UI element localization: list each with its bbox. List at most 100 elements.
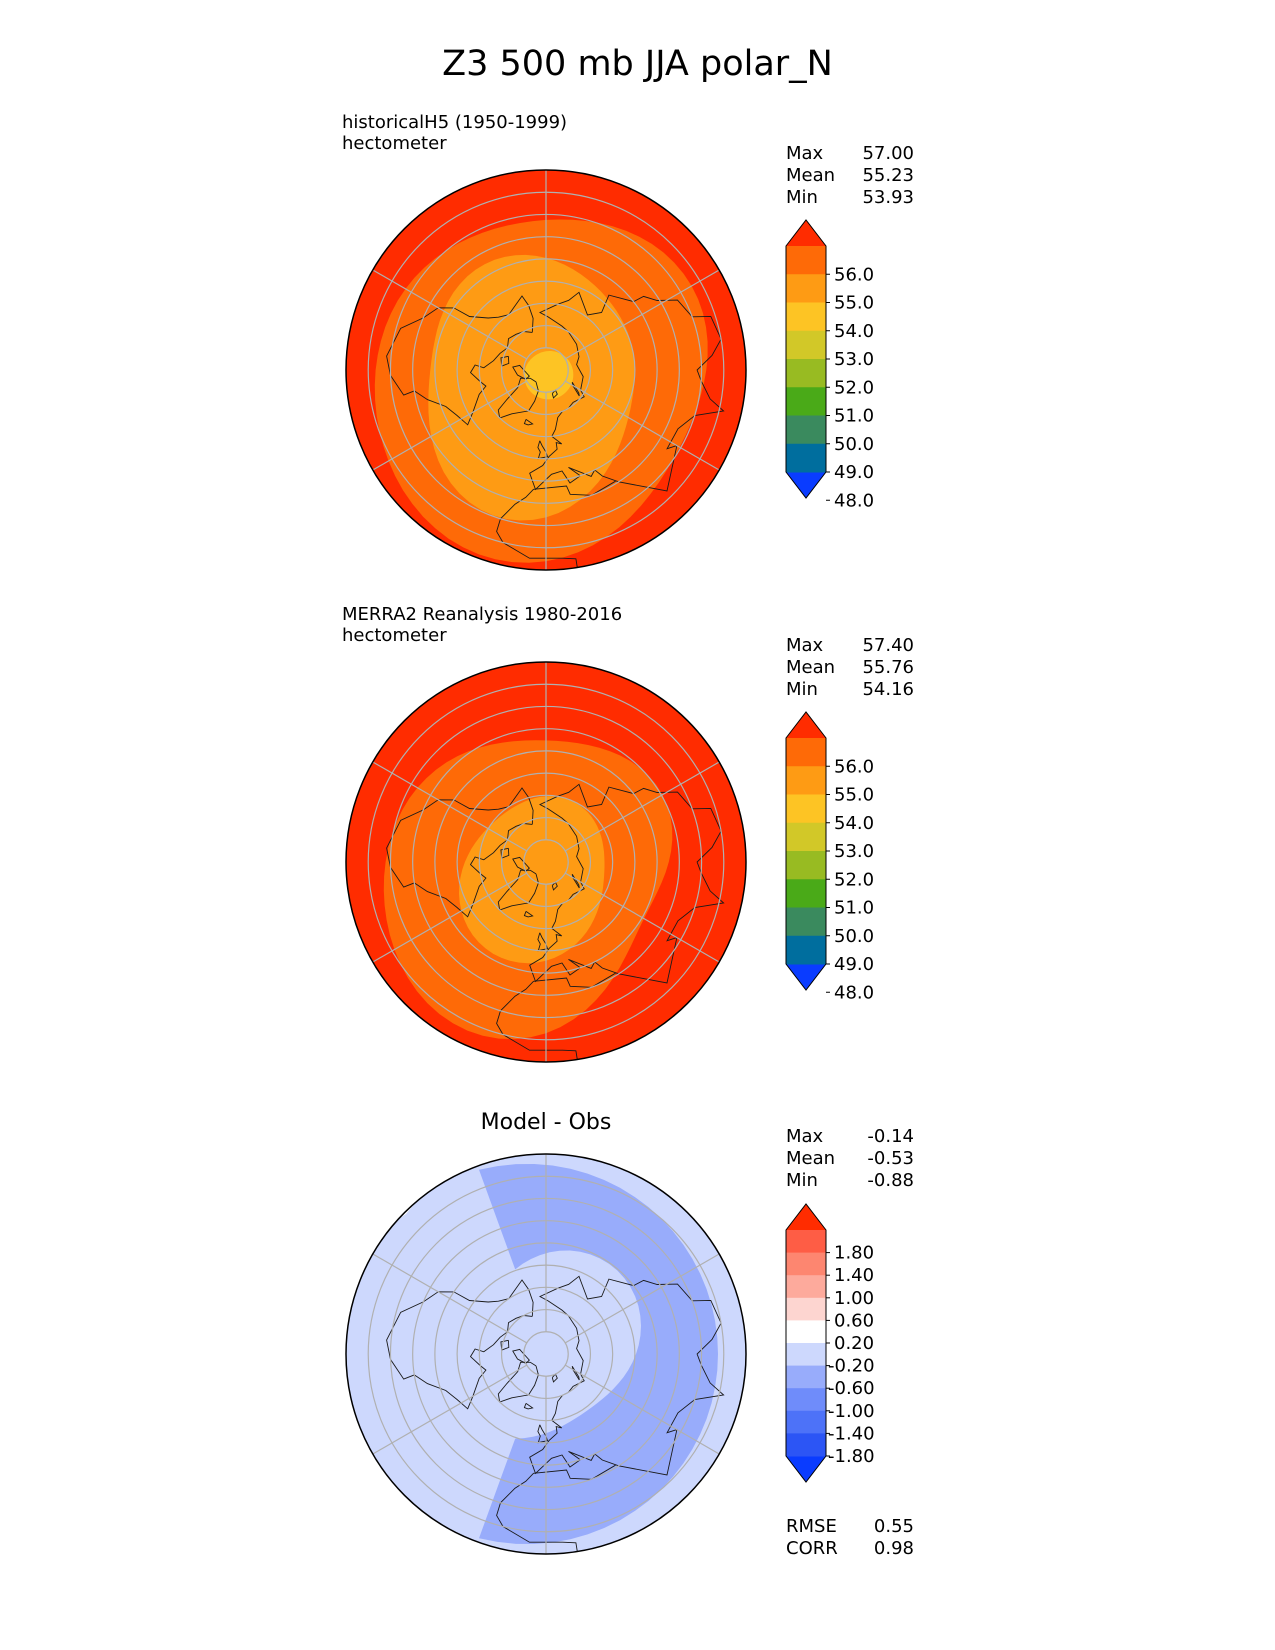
- longitude-gridline: [564, 380, 720, 471]
- coastline: [537, 440, 549, 460]
- coastline: [551, 389, 558, 399]
- colorbar-block: [786, 1230, 826, 1254]
- colorbar-tick-label: -1.00: [828, 1401, 875, 1422]
- colorbar-tick-label: -0.60: [828, 1378, 875, 1399]
- colorbar-tick-label: -0.20: [828, 1356, 875, 1377]
- colorbar-tick-label: 0.20: [834, 1333, 874, 1354]
- figure-title: Z3 500 mb JJA polar_N: [442, 44, 833, 84]
- stat-name: Mean: [786, 165, 836, 186]
- coastline: [571, 1365, 580, 1381]
- coastline: [523, 419, 534, 426]
- longitude-gridline: [372, 761, 528, 852]
- colorbar-tick-label: 52.0: [834, 869, 874, 890]
- map-boundary: [345, 169, 747, 571]
- stat-name: Max: [786, 635, 824, 656]
- panel3-title: Model - Obs: [480, 1110, 612, 1135]
- colorbar-obs: 56.0 55.0 54.0 53.0 52.0 51.0 50.0 49.0 48.0: [785, 711, 874, 1003]
- stat-value: 55.23: [862, 165, 914, 186]
- coastline: [386, 787, 534, 918]
- colorbar-extend-top: [786, 1204, 826, 1230]
- metric-name: CORR: [786, 1538, 838, 1559]
- longitude-gridline: [372, 872, 528, 963]
- panel3-metrics: RMSE 0.55 CORR 0.98: [786, 1516, 914, 1560]
- coastline: [571, 873, 580, 889]
- colorbar-block: [786, 1320, 826, 1344]
- colorbar-tick-label: -1.40: [828, 1423, 875, 1444]
- colorbar-tick-label: 52.0: [834, 377, 874, 398]
- colorbar-block: [786, 851, 826, 880]
- colorbar-block: [786, 935, 826, 965]
- panel2-title-text: MERRA2 Reanalysis 1980-2016: [342, 604, 623, 625]
- colorbar-tick-label: 54.0: [834, 813, 874, 834]
- colorbar-extend-top: [786, 220, 826, 246]
- map-boundary: [345, 1153, 747, 1555]
- colorbar-extend-bottom: [786, 472, 826, 498]
- colorbar-tick-label: -1.80: [828, 1446, 875, 1467]
- stat-name: Min: [786, 679, 818, 700]
- colorbar-block: [786, 738, 826, 767]
- colorbar-tick-label: 48.0: [834, 490, 874, 511]
- colorbar-tick-label: 54.0: [834, 321, 874, 342]
- coastline: [497, 1361, 539, 1403]
- panel1-label: historicalH5 (1950-1999) hectometer: [342, 112, 567, 154]
- longitude-gridline: [564, 269, 720, 360]
- panel1-title-text: historicalH5 (1950-1999): [342, 112, 568, 133]
- map-diff: [345, 1153, 747, 1555]
- coastline: [533, 1464, 616, 1480]
- coastline: [537, 932, 549, 952]
- colorbar-block: [786, 1433, 826, 1457]
- stat-value: 57.00: [862, 143, 914, 164]
- map-obs: [345, 661, 747, 1063]
- colorbar-tick-label: 1.40: [834, 1265, 874, 1286]
- colorbar-tick-label: 56.0: [834, 264, 874, 285]
- stat-value: -0.14: [867, 1126, 914, 1147]
- colorbar-extend-top: [786, 712, 826, 738]
- coastline: [551, 1373, 558, 1383]
- colorbar-block: [786, 1275, 826, 1299]
- latitude-gridline: [523, 1331, 569, 1377]
- coastline: [529, 291, 725, 492]
- coastline: [529, 783, 725, 984]
- colorbar-block: [786, 879, 826, 908]
- coastline: [551, 881, 558, 891]
- colorbar-block: [786, 1343, 826, 1367]
- map-boundary: [345, 661, 747, 1063]
- coastline: [386, 1279, 534, 1410]
- colorbar-tick-label: 56.0: [834, 756, 874, 777]
- colorbar-diff: 1.801.401.000.600.20-0.20-0.60-1.00-1.40…: [785, 1203, 875, 1483]
- stat-name: Max: [786, 143, 824, 164]
- colorbar-block: [786, 415, 826, 445]
- colorbar-block: [786, 246, 826, 275]
- colorbar-block: [786, 1388, 826, 1412]
- longitude-gridline: [564, 872, 720, 963]
- colorbar-tick-label: 51.0: [834, 406, 874, 427]
- panel2-stats: Max 57.40 Mean 55.76 Min 54.16: [786, 635, 914, 701]
- panel3-stats: Max -0.14 Mean -0.53 Min -0.88: [786, 1126, 914, 1192]
- stat-name: Max: [786, 1126, 824, 1147]
- colorbar-tick-label: 53.0: [834, 349, 874, 370]
- metric-value: 0.98: [873, 1538, 914, 1559]
- stat-value: 54.16: [862, 679, 914, 700]
- longitude-gridline: [564, 1253, 720, 1344]
- stat-value: 53.93: [862, 187, 914, 208]
- coastline: [529, 1275, 725, 1476]
- stat-name: Min: [786, 187, 818, 208]
- stat-name: Mean: [786, 1148, 836, 1169]
- longitude-gridline: [564, 761, 720, 852]
- panel2-units-text: hectometer: [342, 625, 447, 646]
- stat-name: Min: [786, 1170, 818, 1191]
- coastline: [512, 364, 530, 380]
- colorbar-block: [786, 302, 826, 332]
- longitude-gridline: [372, 380, 528, 471]
- coastline: [533, 972, 616, 988]
- colorbar-tick-label: 55.0: [834, 785, 874, 806]
- colorbar-block: [786, 1365, 826, 1389]
- colorbar-tick-label: 49.0: [834, 462, 874, 483]
- metric-name: RMSE: [786, 1516, 837, 1537]
- panel1-units-text: hectometer: [342, 133, 447, 154]
- coastline: [571, 381, 580, 397]
- colorbar-block: [786, 1297, 826, 1321]
- stat-value: 55.76: [862, 657, 914, 678]
- colorbar-block: [786, 359, 826, 388]
- colorbar-model: 56.0 55.0 54.0 53.0 52.0 51.0 50.0 49.0 48.0: [785, 219, 874, 511]
